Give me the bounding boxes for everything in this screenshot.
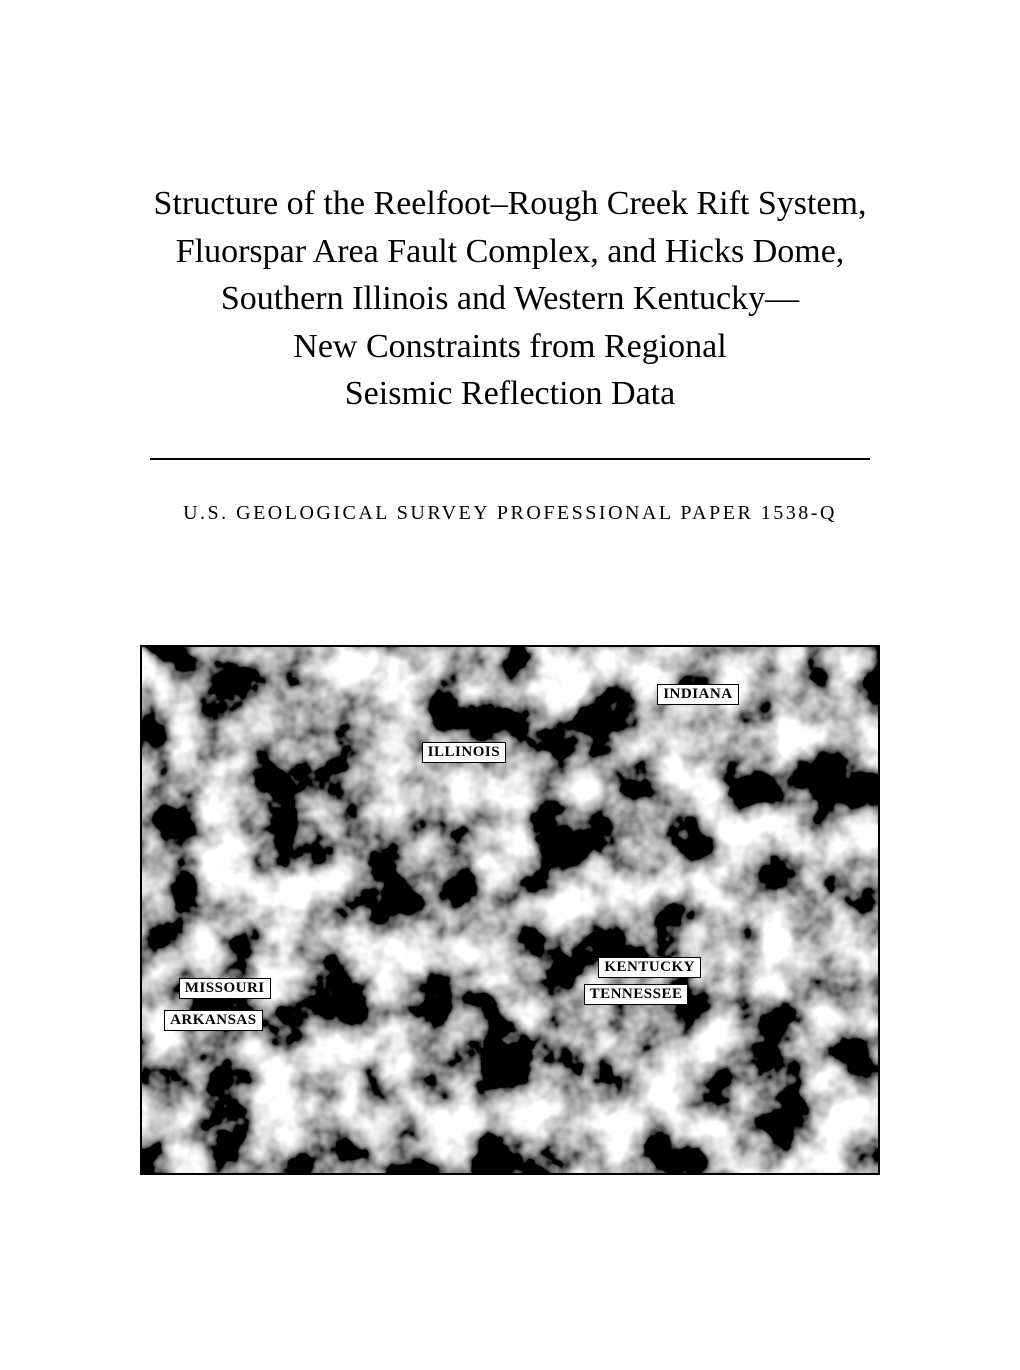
title-line-3: Southern Illinois and Western Kentucky— xyxy=(221,280,799,317)
title-line-5: Seismic Reflection Data xyxy=(345,375,675,412)
figure-wrapper: INDIANA ILLINOIS KENTUCKY TENNESSEE MISSOURI… xyxy=(70,645,950,1175)
horizontal-rule xyxy=(150,458,870,460)
title-line-1: Structure of the Reelfoot–Rough Creek Ri… xyxy=(154,185,867,222)
state-label-indiana: INDIANA xyxy=(657,684,738,705)
state-label-illinois: ILLINOIS xyxy=(422,742,506,763)
state-label-arkansas: ARKANSAS xyxy=(164,1010,263,1031)
title-line-2: Fluorspar Area Fault Complex, and Hicks … xyxy=(176,233,845,270)
paper-title: Structure of the Reelfoot–Rough Creek Ri… xyxy=(70,180,950,418)
state-label-missouri: MISSOURI xyxy=(179,978,271,999)
state-label-tennessee: TENNESSEE xyxy=(584,984,689,1005)
page-container: Structure of the Reelfoot–Rough Creek Ri… xyxy=(0,0,1020,1235)
cover-map-figure: INDIANA ILLINOIS KENTUCKY TENNESSEE MISSOURI… xyxy=(140,645,880,1175)
title-line-4: New Constraints from Regional xyxy=(293,328,726,365)
state-label-kentucky: KENTUCKY xyxy=(598,957,701,978)
map-texture xyxy=(142,647,878,1173)
paper-series-subtitle: U.S. GEOLOGICAL SURVEY PROFESSIONAL PAPE… xyxy=(70,502,950,525)
